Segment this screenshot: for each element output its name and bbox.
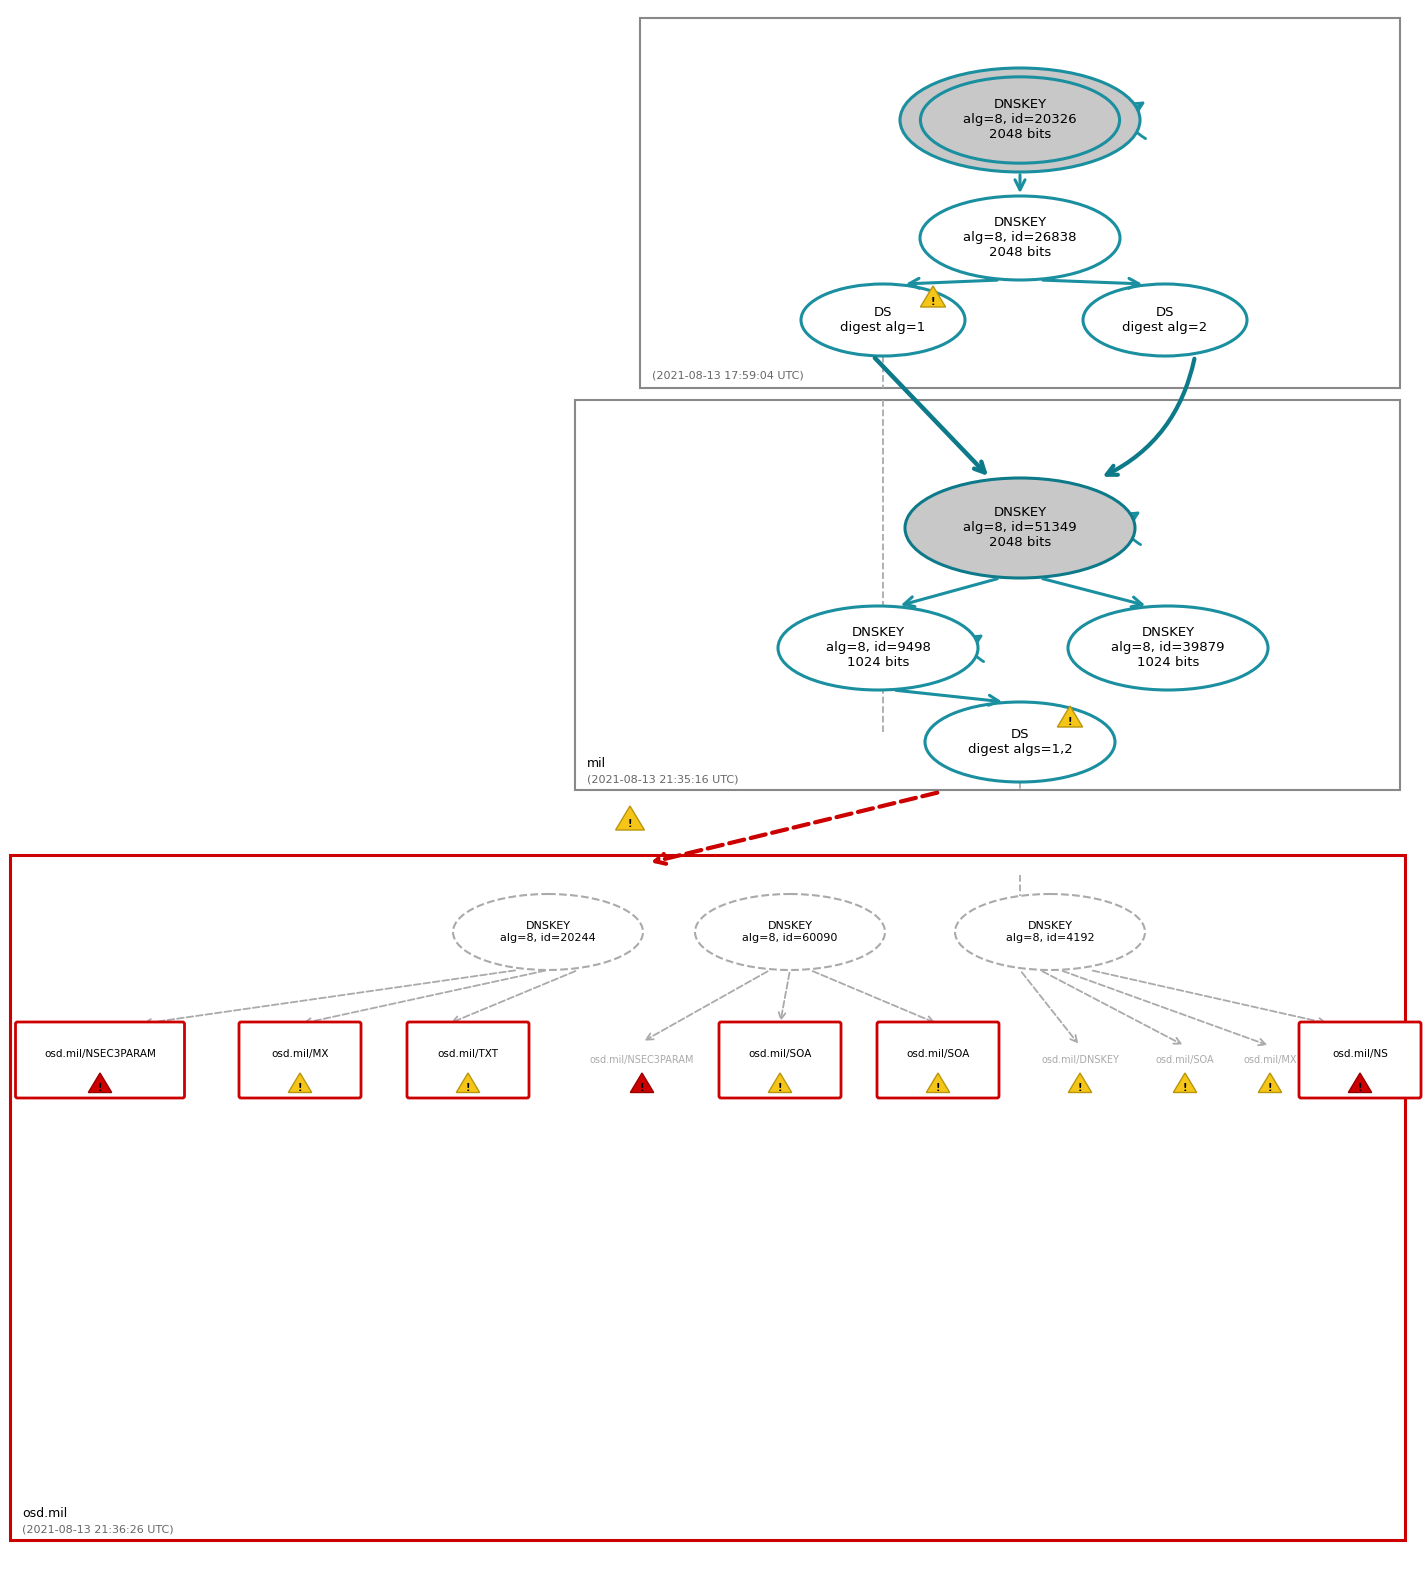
Text: osd.mil: osd.mil	[21, 1507, 67, 1520]
Polygon shape	[921, 286, 946, 306]
Text: DS
digest algs=1,2: DS digest algs=1,2	[968, 727, 1073, 756]
Text: osd.mil/DNSKEY: osd.mil/DNSKEY	[1042, 1054, 1119, 1066]
Text: !: !	[98, 1083, 103, 1093]
Text: DNSKEY
alg=8, id=26838
2048 bits: DNSKEY alg=8, id=26838 2048 bits	[963, 216, 1077, 259]
Text: DNSKEY
alg=8, id=4192: DNSKEY alg=8, id=4192	[1006, 921, 1094, 943]
Text: !: !	[628, 819, 633, 829]
Ellipse shape	[695, 894, 885, 970]
Polygon shape	[1069, 1073, 1092, 1093]
Text: !: !	[1268, 1083, 1273, 1093]
Polygon shape	[456, 1073, 480, 1093]
FancyBboxPatch shape	[239, 1023, 361, 1097]
Text: DNSKEY
alg=8, id=20244: DNSKEY alg=8, id=20244	[500, 921, 596, 943]
Text: !: !	[298, 1083, 302, 1093]
Text: DNSKEY
alg=8, id=9498
1024 bits: DNSKEY alg=8, id=9498 1024 bits	[825, 627, 931, 670]
Text: osd.mil/MX: osd.mil/MX	[1243, 1054, 1297, 1066]
Text: osd.mil/MX: osd.mil/MX	[271, 1050, 329, 1059]
Polygon shape	[616, 807, 644, 831]
Ellipse shape	[1067, 607, 1268, 691]
Ellipse shape	[955, 894, 1146, 970]
Text: osd.mil/SOA: osd.mil/SOA	[748, 1050, 812, 1059]
Text: osd.mil/SOA: osd.mil/SOA	[1156, 1054, 1214, 1066]
Ellipse shape	[901, 68, 1140, 172]
Polygon shape	[1173, 1073, 1197, 1093]
Text: DNSKEY
alg=8, id=20326
2048 bits: DNSKEY alg=8, id=20326 2048 bits	[963, 98, 1077, 141]
Text: !: !	[936, 1083, 940, 1093]
Text: !: !	[466, 1083, 470, 1093]
Text: DNSKEY
alg=8, id=51349
2048 bits: DNSKEY alg=8, id=51349 2048 bits	[963, 507, 1077, 549]
Ellipse shape	[925, 702, 1114, 781]
Ellipse shape	[1083, 284, 1247, 356]
Bar	[576, 400, 1399, 789]
Text: !: !	[1183, 1083, 1187, 1093]
Text: mil: mil	[587, 757, 606, 770]
FancyBboxPatch shape	[720, 1023, 841, 1097]
Text: (2021-08-13 21:36:26 UTC): (2021-08-13 21:36:26 UTC)	[21, 1524, 174, 1534]
Text: !: !	[1077, 1083, 1082, 1093]
Text: DNSKEY
alg=8, id=39879
1024 bits: DNSKEY alg=8, id=39879 1024 bits	[1112, 627, 1224, 670]
Text: !: !	[931, 297, 935, 306]
Text: !: !	[640, 1083, 644, 1093]
Polygon shape	[1258, 1073, 1281, 1093]
Bar	[640, 17, 1399, 387]
Polygon shape	[630, 1073, 654, 1093]
Polygon shape	[768, 1073, 792, 1093]
Ellipse shape	[905, 478, 1134, 578]
Text: (2021-08-13 21:35:16 UTC): (2021-08-13 21:35:16 UTC)	[587, 773, 738, 784]
Text: DS
digest alg=1: DS digest alg=1	[841, 306, 926, 333]
Text: osd.mil/NSEC3PARAM: osd.mil/NSEC3PARAM	[44, 1050, 155, 1059]
Ellipse shape	[921, 195, 1120, 279]
Text: DS
digest alg=2: DS digest alg=2	[1123, 306, 1207, 333]
Text: osd.mil/SOA: osd.mil/SOA	[906, 1050, 969, 1059]
Ellipse shape	[453, 894, 643, 970]
FancyBboxPatch shape	[16, 1023, 184, 1097]
Polygon shape	[288, 1073, 312, 1093]
Text: osd.mil/NSEC3PARAM: osd.mil/NSEC3PARAM	[590, 1054, 694, 1066]
Polygon shape	[1057, 707, 1083, 727]
FancyBboxPatch shape	[408, 1023, 529, 1097]
Ellipse shape	[801, 284, 965, 356]
Polygon shape	[1348, 1073, 1372, 1093]
Polygon shape	[926, 1073, 949, 1093]
FancyBboxPatch shape	[1300, 1023, 1421, 1097]
Text: osd.mil/TXT: osd.mil/TXT	[437, 1050, 499, 1059]
Bar	[10, 854, 1405, 1540]
Ellipse shape	[778, 607, 978, 691]
FancyBboxPatch shape	[876, 1023, 999, 1097]
Text: !: !	[1358, 1083, 1362, 1093]
Polygon shape	[88, 1073, 111, 1093]
Text: DNSKEY
alg=8, id=60090: DNSKEY alg=8, id=60090	[742, 921, 838, 943]
Text: !: !	[1067, 718, 1072, 727]
Text: (2021-08-13 17:59:04 UTC): (2021-08-13 17:59:04 UTC)	[653, 370, 804, 380]
Text: osd.mil/NS: osd.mil/NS	[1332, 1050, 1388, 1059]
Text: !: !	[778, 1083, 782, 1093]
